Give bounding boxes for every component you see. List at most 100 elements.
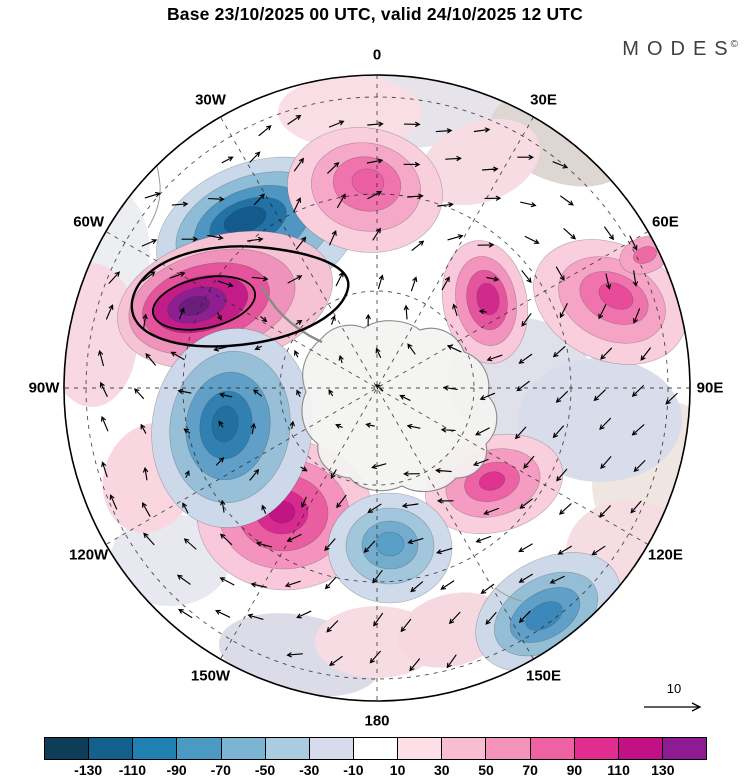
wind-arrow [604,226,614,241]
colorbar-tick: 70 [522,762,538,778]
wind-arrow [441,276,450,291]
colorbar-tick: -130 [74,762,103,778]
wind-arrow [446,344,462,353]
wind-arrow [599,417,612,430]
colorbar-tick: 90 [566,762,583,778]
wind-arrow [143,466,149,481]
wind-arrow [407,343,416,355]
wind-arrow [518,573,533,583]
latitude-circle [85,96,669,680]
wind-arrow [557,545,572,555]
wind-arrow [184,470,190,478]
wind-arrow [436,498,454,504]
wind-arrow [183,538,197,550]
wind-arrow [629,235,638,251]
colorbar-segment [618,738,663,759]
wind-arrow [328,389,334,397]
wind-arrow [142,313,148,331]
wind-arrow [329,229,337,246]
wind-arrow [442,385,458,391]
wind-arrow [600,347,613,360]
wind-arrow [336,494,347,509]
wind-arrow [289,420,295,429]
wind-arrow [296,389,301,397]
wind-arrow [591,545,606,556]
wind-arrow [484,195,502,201]
colorbar-segment [221,738,266,759]
wind-arrow [524,235,540,244]
wind-arrow [448,611,461,625]
colorbar-tick: -70 [210,762,231,778]
wind-arrow [324,538,336,552]
graticule [64,75,690,701]
wind-arrow [108,271,121,284]
wind-arrow [254,345,262,350]
wind-arrow [486,276,500,282]
wind-arrow [179,307,185,320]
wind-arrow [101,461,108,478]
wind-arrow [217,280,234,288]
wind-arrow [377,274,384,289]
colorbar-segment [89,738,134,759]
wind-arrow [329,655,343,667]
wind-arrow [445,155,462,162]
wind-arrow [599,505,611,518]
wind-arrow [440,427,456,433]
wind-arrow [134,388,145,400]
lon-label-90E: 90E [696,379,724,397]
wind-arrow [446,654,457,669]
wind-arrow [249,151,261,163]
wind-arrow [366,158,384,164]
wind-arrow [330,469,337,480]
colorbar-ticks: -130 -110 -90 -70 -50 -30 -10 10 30 50 70 90 110 130 [44,762,707,780]
wind-arrow [218,420,224,428]
wind-arrow [411,240,425,251]
wind-arrow [558,503,572,515]
latitude-circle [182,193,572,583]
wind-arrow [215,457,225,466]
wind-arrow [217,312,222,321]
wind-arrow [632,308,641,324]
wind-arrow [483,507,499,515]
wind-arrow [401,503,419,509]
wind-arrow [518,610,531,624]
wind-arrow [250,422,256,435]
colorbar-bar [44,737,707,760]
wind-arrow [633,460,646,473]
wind-arrow [219,392,233,398]
wind-arrow [605,273,612,290]
wind-arrow [518,353,533,364]
colorbar-tick: 10 [389,762,406,778]
wind-arrow [403,304,409,320]
wind-arrow [326,620,339,633]
reference-arrow [644,702,702,712]
wind-arrow [170,351,185,361]
wind-arrow [475,535,492,543]
wind-arrow [255,541,273,548]
wind-arrow [330,315,336,325]
wind-arrow [598,304,607,320]
wind-arrow [477,242,495,248]
wind-arrow [440,580,455,590]
colorbar-segment [442,738,487,759]
wind-arrow [479,392,496,401]
colorbar-tick: -90 [166,762,187,778]
wind-arrow [556,468,568,482]
wind-arrow [143,532,155,546]
wind-arrow [335,423,343,429]
wind-arrow [141,239,158,247]
wind-arrow [169,271,186,279]
wind-arrow [183,428,191,434]
wind-arrow [365,313,371,327]
wind-arrow [452,303,458,317]
wind-arrow [140,423,147,434]
wind-arrow [219,577,235,586]
lon-label-30E: 30E [530,91,557,109]
colorbar-segment [486,738,531,759]
wind-arrow [485,612,497,625]
modes-logo-mark: © [730,39,738,50]
wind-arrow [372,570,383,584]
wind-arrow [481,166,499,172]
